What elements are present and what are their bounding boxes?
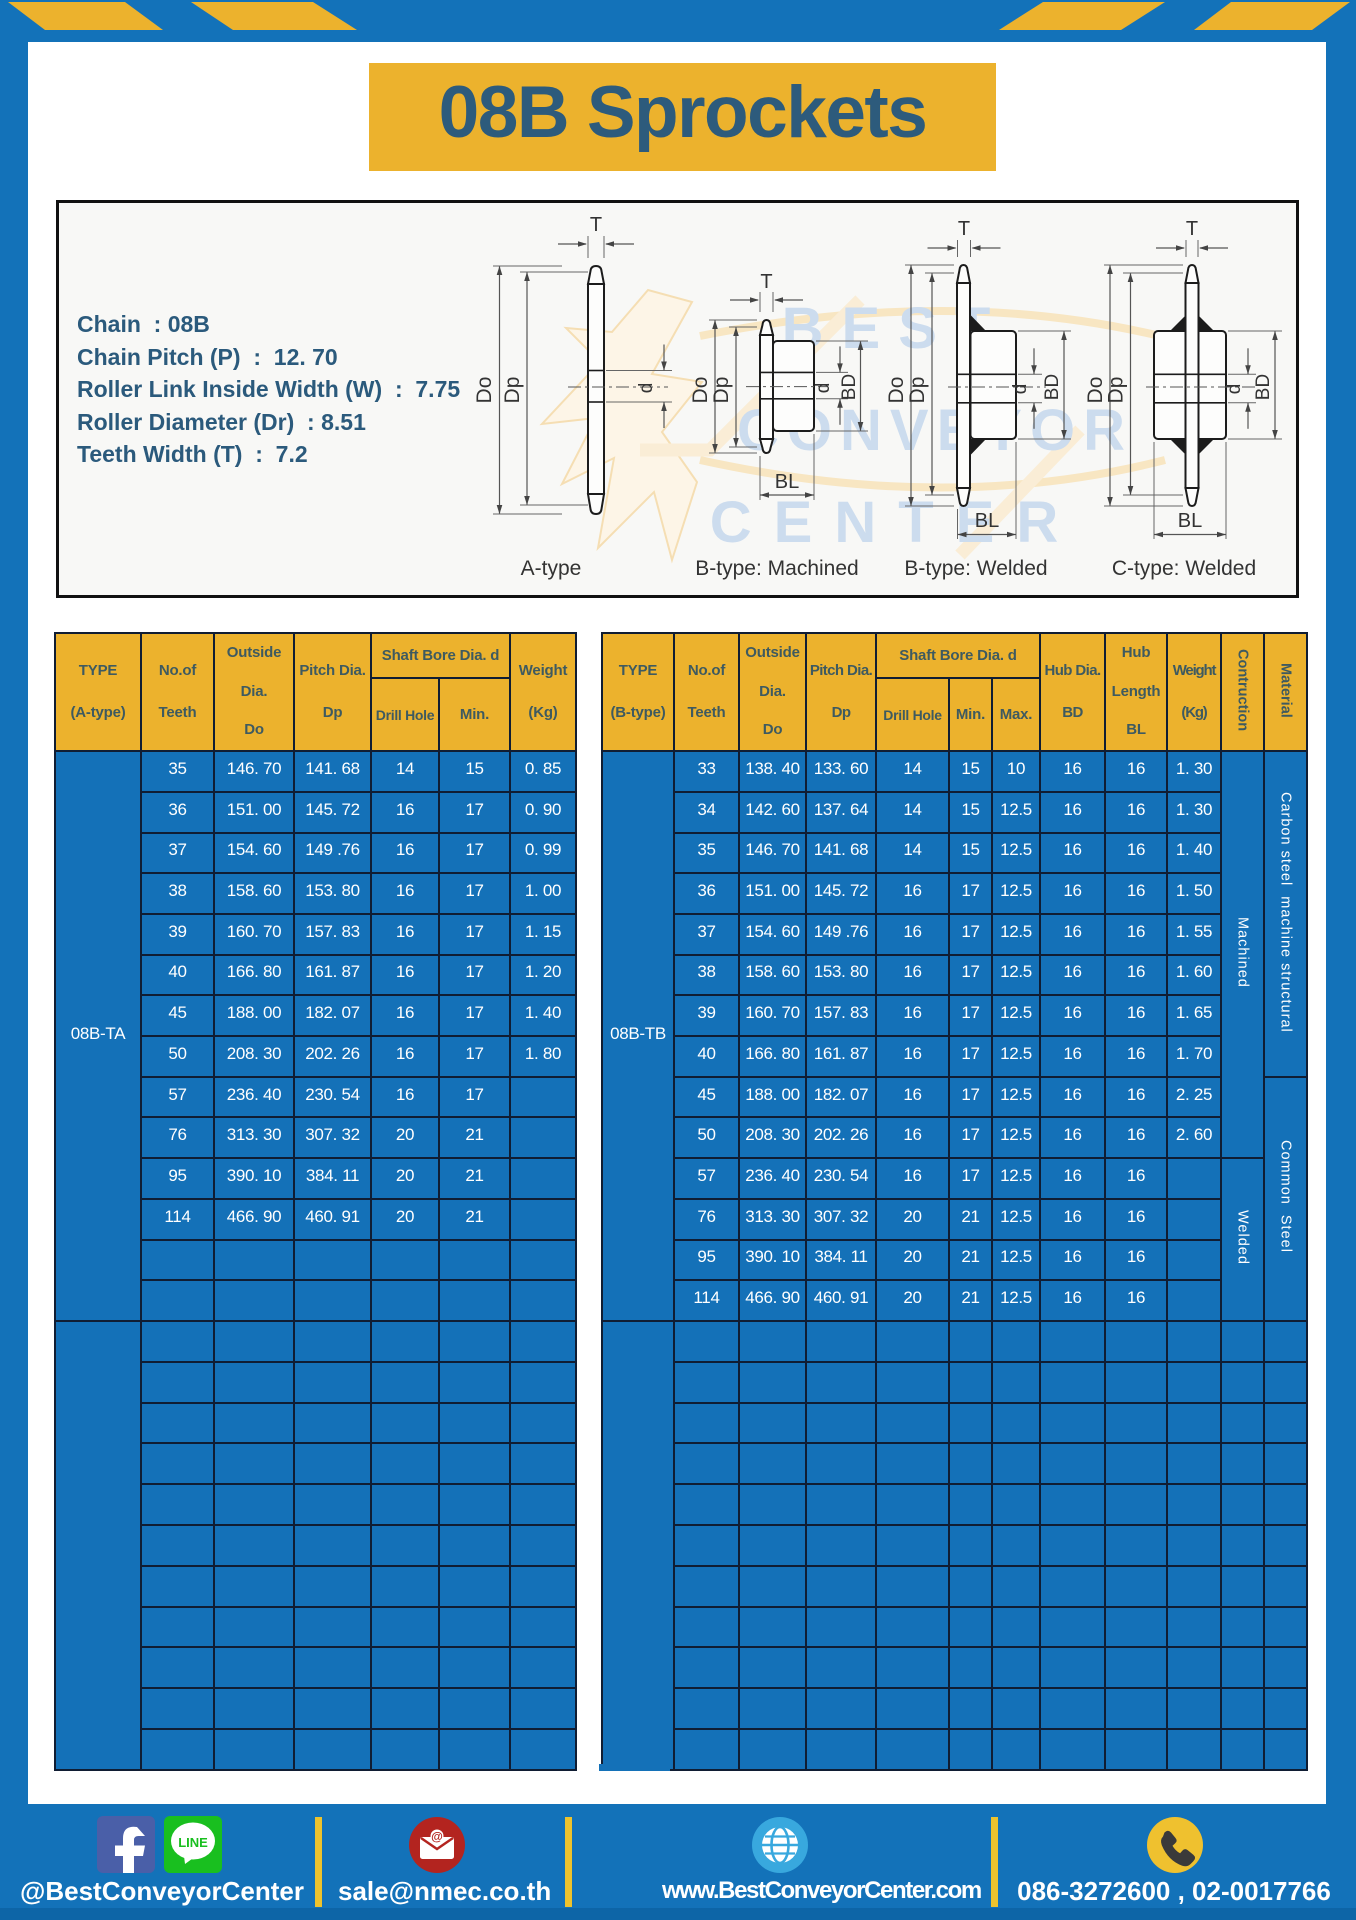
svg-text:Dp: Dp [501,377,524,404]
svg-text:BL: BL [975,510,999,532]
svg-text:Do: Do [689,377,712,404]
svg-text:Dp: Dp [906,377,929,404]
svg-text:A-type: A-type [521,557,582,580]
svg-text:B-type: Machined: B-type: Machined [695,557,858,580]
svg-text:Do: Do [885,377,908,404]
svg-text:T: T [958,218,970,240]
svg-text:Dp: Dp [1105,377,1128,404]
svg-text:B-type: Welded: B-type: Welded [904,557,1047,580]
svg-text:BD: BD [839,374,860,400]
svg-text:CENTER: CENTER [710,490,1080,555]
svg-text:C-type: Welded: C-type: Welded [1112,557,1256,580]
svg-text:d: d [1010,384,1031,395]
svg-text:Do: Do [1084,377,1107,404]
svg-text:Dp: Dp [710,377,733,404]
svg-text:Do: Do [473,377,496,404]
svg-text:d: d [813,383,834,394]
svg-text:BD: BD [1253,374,1274,400]
svg-text:BEST: BEST [782,296,1009,361]
svg-text:T: T [760,271,772,293]
svg-text:T: T [1186,218,1198,240]
svg-text:BL: BL [775,471,799,493]
svg-text:BD: BD [1042,374,1063,400]
svg-text:@: @ [431,1830,443,1844]
svg-text:T: T [590,214,602,236]
svg-text:BL: BL [1178,510,1202,532]
svg-text:d: d [1224,384,1245,395]
svg-text:d: d [636,383,657,394]
svg-text:LINE: LINE [178,1835,208,1850]
